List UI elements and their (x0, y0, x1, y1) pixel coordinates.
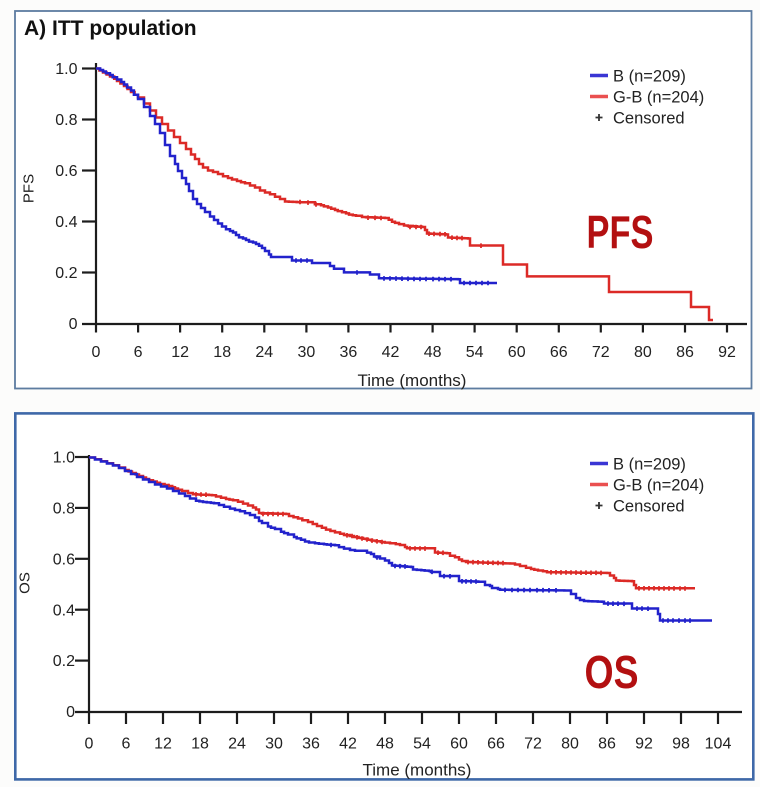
svg-text:60: 60 (450, 736, 468, 753)
svg-text:OS: OS (585, 646, 639, 698)
svg-text:48: 48 (424, 344, 442, 361)
svg-text:42: 42 (382, 344, 400, 361)
svg-text:86: 86 (676, 344, 694, 361)
svg-text:0.8: 0.8 (55, 112, 77, 129)
svg-text:36: 36 (302, 736, 320, 753)
svg-text:18: 18 (213, 344, 231, 361)
svg-text:72: 72 (592, 344, 610, 361)
svg-text:B (n=209): B (n=209) (613, 68, 686, 86)
svg-text:0: 0 (69, 316, 78, 333)
svg-text:12: 12 (171, 344, 189, 361)
svg-text:0.8: 0.8 (53, 501, 75, 518)
svg-text:0.6: 0.6 (55, 163, 77, 180)
svg-text:66: 66 (487, 736, 505, 753)
svg-text:Time (months): Time (months) (358, 371, 467, 390)
svg-text:Censored: Censored (613, 498, 685, 516)
svg-text:Censored: Censored (613, 110, 685, 128)
svg-text:92: 92 (718, 344, 736, 361)
svg-text:24: 24 (255, 344, 273, 361)
svg-text:B (n=209): B (n=209) (613, 456, 686, 474)
svg-text:0.4: 0.4 (55, 214, 77, 231)
svg-text:86: 86 (598, 736, 616, 753)
svg-text:0: 0 (66, 704, 75, 721)
svg-text:0.2: 0.2 (53, 653, 75, 670)
svg-text:80: 80 (634, 344, 652, 361)
svg-text:6: 6 (134, 344, 143, 361)
svg-text:PFS: PFS (587, 206, 654, 258)
svg-text:60: 60 (508, 344, 526, 361)
svg-text:30: 30 (265, 736, 283, 753)
svg-text:98: 98 (672, 736, 690, 753)
svg-text:24: 24 (228, 736, 246, 753)
svg-text:92: 92 (635, 736, 653, 753)
svg-text:30: 30 (298, 344, 316, 361)
svg-text:18: 18 (191, 736, 209, 753)
svg-text:0: 0 (85, 736, 94, 753)
svg-text:36: 36 (340, 344, 358, 361)
svg-text:12: 12 (154, 736, 172, 753)
svg-text:A) ITT population: A) ITT population (24, 17, 197, 40)
svg-text:66: 66 (550, 344, 568, 361)
svg-text:80: 80 (561, 736, 579, 753)
svg-text:0.6: 0.6 (53, 551, 75, 568)
svg-text:1.0: 1.0 (53, 450, 75, 467)
svg-text:G-B (n=204): G-B (n=204) (613, 89, 704, 107)
svg-text:72: 72 (524, 736, 542, 753)
svg-text:6: 6 (122, 736, 131, 753)
svg-text:G-B (n=204): G-B (n=204) (613, 477, 704, 495)
svg-text:OS: OS (17, 572, 34, 594)
svg-text:0: 0 (92, 344, 101, 361)
svg-text:0.4: 0.4 (53, 602, 75, 619)
svg-text:48: 48 (376, 736, 394, 753)
svg-text:42: 42 (339, 736, 357, 753)
svg-text:PFS: PFS (21, 174, 38, 203)
svg-text:54: 54 (466, 344, 484, 361)
svg-text:0.2: 0.2 (55, 265, 77, 282)
svg-text:54: 54 (413, 736, 431, 753)
svg-text:Time (months): Time (months) (363, 761, 472, 780)
svg-text:104: 104 (705, 736, 732, 753)
svg-text:1.0: 1.0 (55, 61, 77, 78)
